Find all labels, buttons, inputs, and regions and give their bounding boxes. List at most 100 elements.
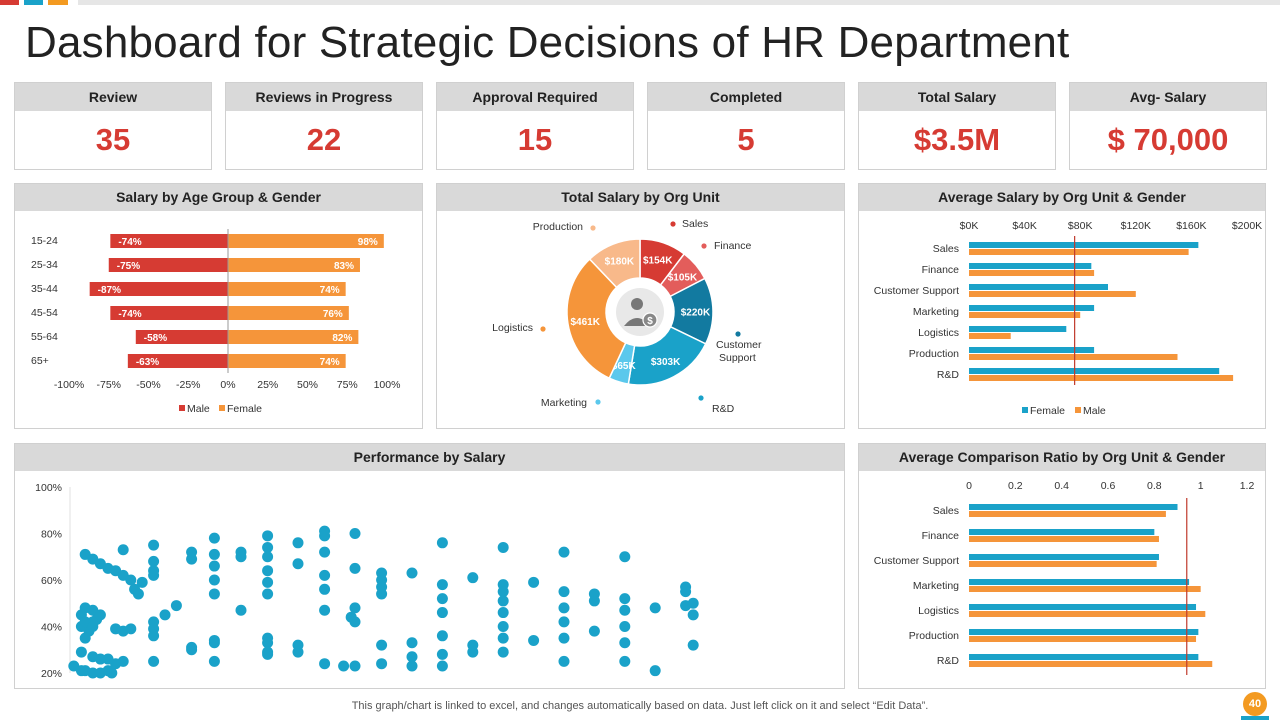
page-accent-bar (1241, 716, 1269, 720)
scatter-point (497, 607, 509, 619)
donut-label-dot (590, 225, 596, 231)
male-bar (969, 249, 1189, 255)
kpi-label: Review (15, 83, 211, 111)
scatter-point (619, 655, 631, 667)
age-gender-chart[interactable]: 15-24 -74% 98% 25-34 -75% 83% 35-44 -87% 74% 45-5… (15, 211, 422, 428)
kpi-approval-required[interactable]: Approval Required 15 (436, 82, 634, 170)
scatter-point (208, 548, 220, 560)
category-label: R&D (937, 655, 960, 667)
scatter-point (148, 630, 160, 642)
scatter-point (558, 632, 570, 644)
dollar-icon-glyph: $ (647, 316, 653, 327)
kpi-avg-salary[interactable]: Avg- Salary $ 70,000 (1069, 82, 1267, 170)
x-tick-label: -25% (176, 379, 201, 391)
donut-label-dot (698, 395, 704, 401)
scatter-point (349, 528, 361, 539)
kpi-review[interactable]: Review 35 (14, 82, 212, 170)
scatter-point (262, 588, 274, 600)
donut-label-dot (701, 243, 707, 249)
male-bar (969, 511, 1166, 517)
scatter-point (619, 551, 631, 563)
female-bar (969, 347, 1095, 353)
female-bar (969, 242, 1199, 248)
panel-comparison-ratio: Average Comparison Ratio by Org Unit & G… (858, 443, 1266, 689)
kpi-completed[interactable]: Completed 5 (647, 82, 845, 170)
x-tick-label: $200K (1232, 220, 1262, 232)
kpi-total-salary[interactable]: Total Salary $3.5M (858, 82, 1056, 170)
scatter-point (588, 625, 600, 637)
x-tick-label: 75% (337, 379, 358, 391)
female-bar (969, 629, 1199, 635)
x-tick-label: -100% (54, 379, 84, 391)
scatter-point (117, 544, 129, 556)
scatter-point (376, 588, 388, 600)
age-category-label: 35-44 (31, 283, 58, 295)
category-label: R&D (937, 369, 960, 381)
scatter-point (319, 546, 331, 558)
scatter-point (497, 646, 509, 658)
scatter-point (558, 586, 570, 598)
scatter-point (170, 600, 182, 612)
scatter-point (159, 609, 171, 621)
kpi-reviews-in-progress[interactable]: Reviews in Progress 22 (225, 82, 423, 170)
category-label: Sales (933, 505, 959, 517)
avg-salary-chart[interactable]: $0K $40K $80K $120K $160K $200K Sales Finance Cu… (859, 211, 1265, 428)
donut-outer-label: R&D (712, 403, 735, 415)
x-tick-label: 1 (1198, 480, 1204, 492)
panel-title: Total Salary by Org Unit (437, 184, 844, 211)
male-bar (969, 354, 1178, 360)
x-tick-label: 0.2 (1008, 480, 1023, 492)
scatter-point (467, 572, 479, 584)
scatter-point (619, 637, 631, 649)
scatter-point (262, 648, 274, 660)
female-data-label: 82% (332, 333, 352, 344)
x-tick-label: 0.6 (1101, 480, 1116, 492)
male-data-label: -74% (118, 237, 141, 248)
scatter-point (125, 623, 137, 635)
scatter-point (649, 665, 661, 677)
scatter-point (102, 653, 114, 665)
x-tick-label: $40K (1012, 220, 1037, 232)
slice-value-label: $65K (612, 361, 637, 372)
dollar-icon (642, 312, 658, 328)
donut-outer-label: Marketing (541, 397, 587, 409)
scatter-point (497, 586, 509, 598)
male-data-label: -74% (118, 309, 141, 320)
scatter-point (148, 555, 160, 567)
org-unit-donut-chart[interactable]: $154K $105K $220K $303K $65K $461K $180K $ Sales… (437, 211, 844, 428)
female-bar (969, 284, 1108, 290)
scatter-point (528, 634, 540, 646)
x-tick-label: 0 (966, 480, 972, 492)
scatter-point (208, 574, 220, 586)
scatter-point (87, 667, 99, 679)
panel-org-unit: Total Salary by Org Unit $154K $105K $220K… (436, 183, 845, 429)
slice-value-label: $105K (668, 272, 698, 283)
scatter-point (680, 600, 692, 612)
scatter-point (319, 658, 331, 670)
female-bar (969, 504, 1178, 510)
female-bar (228, 258, 360, 272)
slice-value-label: $220K (681, 307, 711, 318)
scatter-point (619, 593, 631, 605)
scatter-point (687, 609, 699, 621)
male-data-label: -87% (98, 285, 121, 296)
donut-outer-label: Logistics (492, 322, 533, 334)
scatter-point (262, 576, 274, 588)
age-category-label: 25-34 (31, 259, 58, 271)
age-category-label: 65+ (31, 355, 49, 367)
legend-swatch-male (179, 405, 185, 411)
accent-red (0, 0, 19, 5)
male-bar (110, 234, 228, 248)
comparison-ratio-chart[interactable]: 0 0.2 0.4 0.6 0.8 1 1.2 Sales Finance Customer Su… (859, 471, 1265, 688)
x-tick-label: $120K (1121, 220, 1151, 232)
x-tick-label: 0% (220, 379, 235, 391)
scatter-point (319, 569, 331, 581)
scatter-point (235, 604, 247, 616)
page-title: Dashboard for Strategic Decisions of HR … (25, 18, 1070, 67)
person-icon-bg (616, 288, 664, 336)
donut-outer-label: Production (533, 221, 583, 233)
female-bar (969, 579, 1190, 585)
scatter-point (338, 660, 350, 672)
scatter-point (436, 579, 448, 591)
performance-scatter-chart[interactable]: 100% 80% 60% 40% 20% (15, 471, 844, 688)
